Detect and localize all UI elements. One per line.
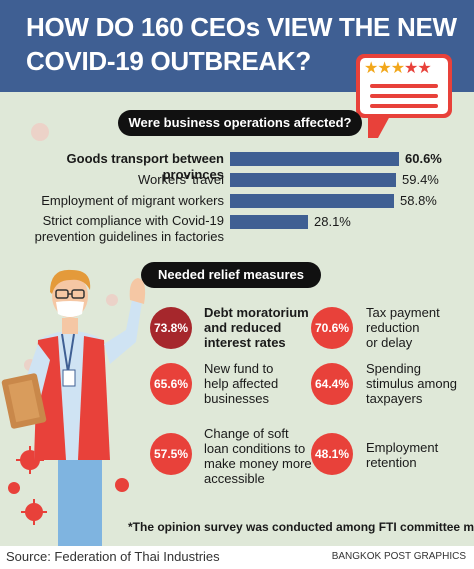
relief-line: Change of soft — [204, 426, 289, 441]
bar — [230, 152, 399, 166]
relief-percent-badge: 70.6% — [311, 307, 353, 349]
relief-measure-text: Change of soft loan conditions to make m… — [204, 426, 312, 486]
star-icon: ★ — [417, 60, 431, 77]
source-text: Source: Federation of Thai Industries — [6, 549, 220, 564]
relief-measure-text: New fund to help affected businesses — [204, 361, 278, 406]
bar-label: Workers' travel — [18, 172, 224, 188]
footnote: *The opinion survey was conducted among … — [128, 520, 474, 534]
bar — [230, 194, 394, 208]
section-title-operations: Were business operations affected? — [118, 110, 362, 136]
relief-line: businesses — [204, 391, 270, 406]
section-title-relief: Needed relief measures — [141, 262, 321, 288]
relief-line: retention — [366, 455, 417, 470]
relief-measure-text: Debt moratorium and reduced interest rat… — [204, 305, 309, 350]
relief-measure-text: Employment retention — [366, 440, 438, 470]
relief-percent-badge: 57.5% — [150, 433, 192, 475]
bar — [230, 215, 308, 229]
relief-measure-text: Spending stimulus among taxpayers — [366, 361, 457, 406]
relief-line: New fund to — [204, 361, 274, 376]
bar-label-line: prevention guidelines in factories — [34, 229, 224, 244]
title-line: COVID-19 OUTBREAK? — [26, 46, 311, 76]
relief-line: Tax payment — [366, 305, 440, 320]
relief-line: Spending — [366, 361, 421, 376]
relief-percent-badge: 65.6% — [150, 363, 192, 405]
text-lines-icon — [370, 84, 438, 114]
star-icon: ★ — [364, 60, 378, 77]
bar-value-label: 28.1% — [314, 214, 351, 229]
relief-percent-badge: 48.1% — [311, 433, 353, 475]
bubble-tail-icon — [368, 116, 390, 138]
relief-line: reduction — [366, 320, 420, 335]
relief-line: taxpayers — [366, 391, 423, 406]
bar-label: Goods transport between provinces — [18, 151, 224, 183]
footer — [0, 546, 474, 569]
star-icon: ★ — [404, 60, 418, 77]
bar-label-line: Employment of migrant workers — [41, 193, 224, 208]
relief-line: help affected — [204, 376, 279, 391]
relief-line: loan conditions to — [204, 441, 306, 456]
bar-label: Employment of migrant workers — [18, 193, 224, 209]
title-line: HOW DO 160 CEOs VIEW THE NEW — [26, 12, 457, 42]
relief-line: accessible — [204, 471, 265, 486]
page-title: HOW DO 160 CEOs VIEW THE NEW COVID-19 OU… — [26, 10, 457, 78]
relief-line: Employment — [366, 440, 439, 455]
relief-measure-text: Tax payment reduction or delay — [366, 305, 440, 350]
star-rating-icon: ★★★★★ — [364, 59, 432, 79]
relief-line: or delay — [366, 335, 413, 350]
bar-label-line: Strict compliance with Covid-19 — [42, 213, 224, 228]
relief-line: interest rates — [204, 335, 286, 350]
bar-label-line: Goods transport between provinces — [66, 151, 224, 182]
bar-label-line: Workers' travel — [137, 172, 224, 187]
ceo-illustration-icon — [1, 269, 146, 550]
bar-value-label: 60.6% — [405, 151, 442, 166]
relief-line: make money more — [204, 456, 312, 471]
bar — [230, 173, 396, 187]
credit-text: BANGKOK POST GRAPHICS — [331, 551, 466, 562]
bar-value-label: 58.8% — [400, 193, 437, 208]
relief-percent-badge: 64.4% — [311, 363, 353, 405]
star-icon: ★ — [390, 60, 405, 77]
relief-line: and reduced — [204, 320, 282, 335]
star-icon: ★ — [377, 60, 391, 77]
bar-value-label: 59.4% — [402, 172, 439, 187]
relief-percent-badge: 73.8% — [150, 307, 192, 349]
relief-line: stimulus among — [366, 376, 458, 391]
relief-line: Debt moratorium — [204, 305, 309, 320]
bar-label: Strict compliance with Covid-19 preventi… — [18, 213, 224, 245]
